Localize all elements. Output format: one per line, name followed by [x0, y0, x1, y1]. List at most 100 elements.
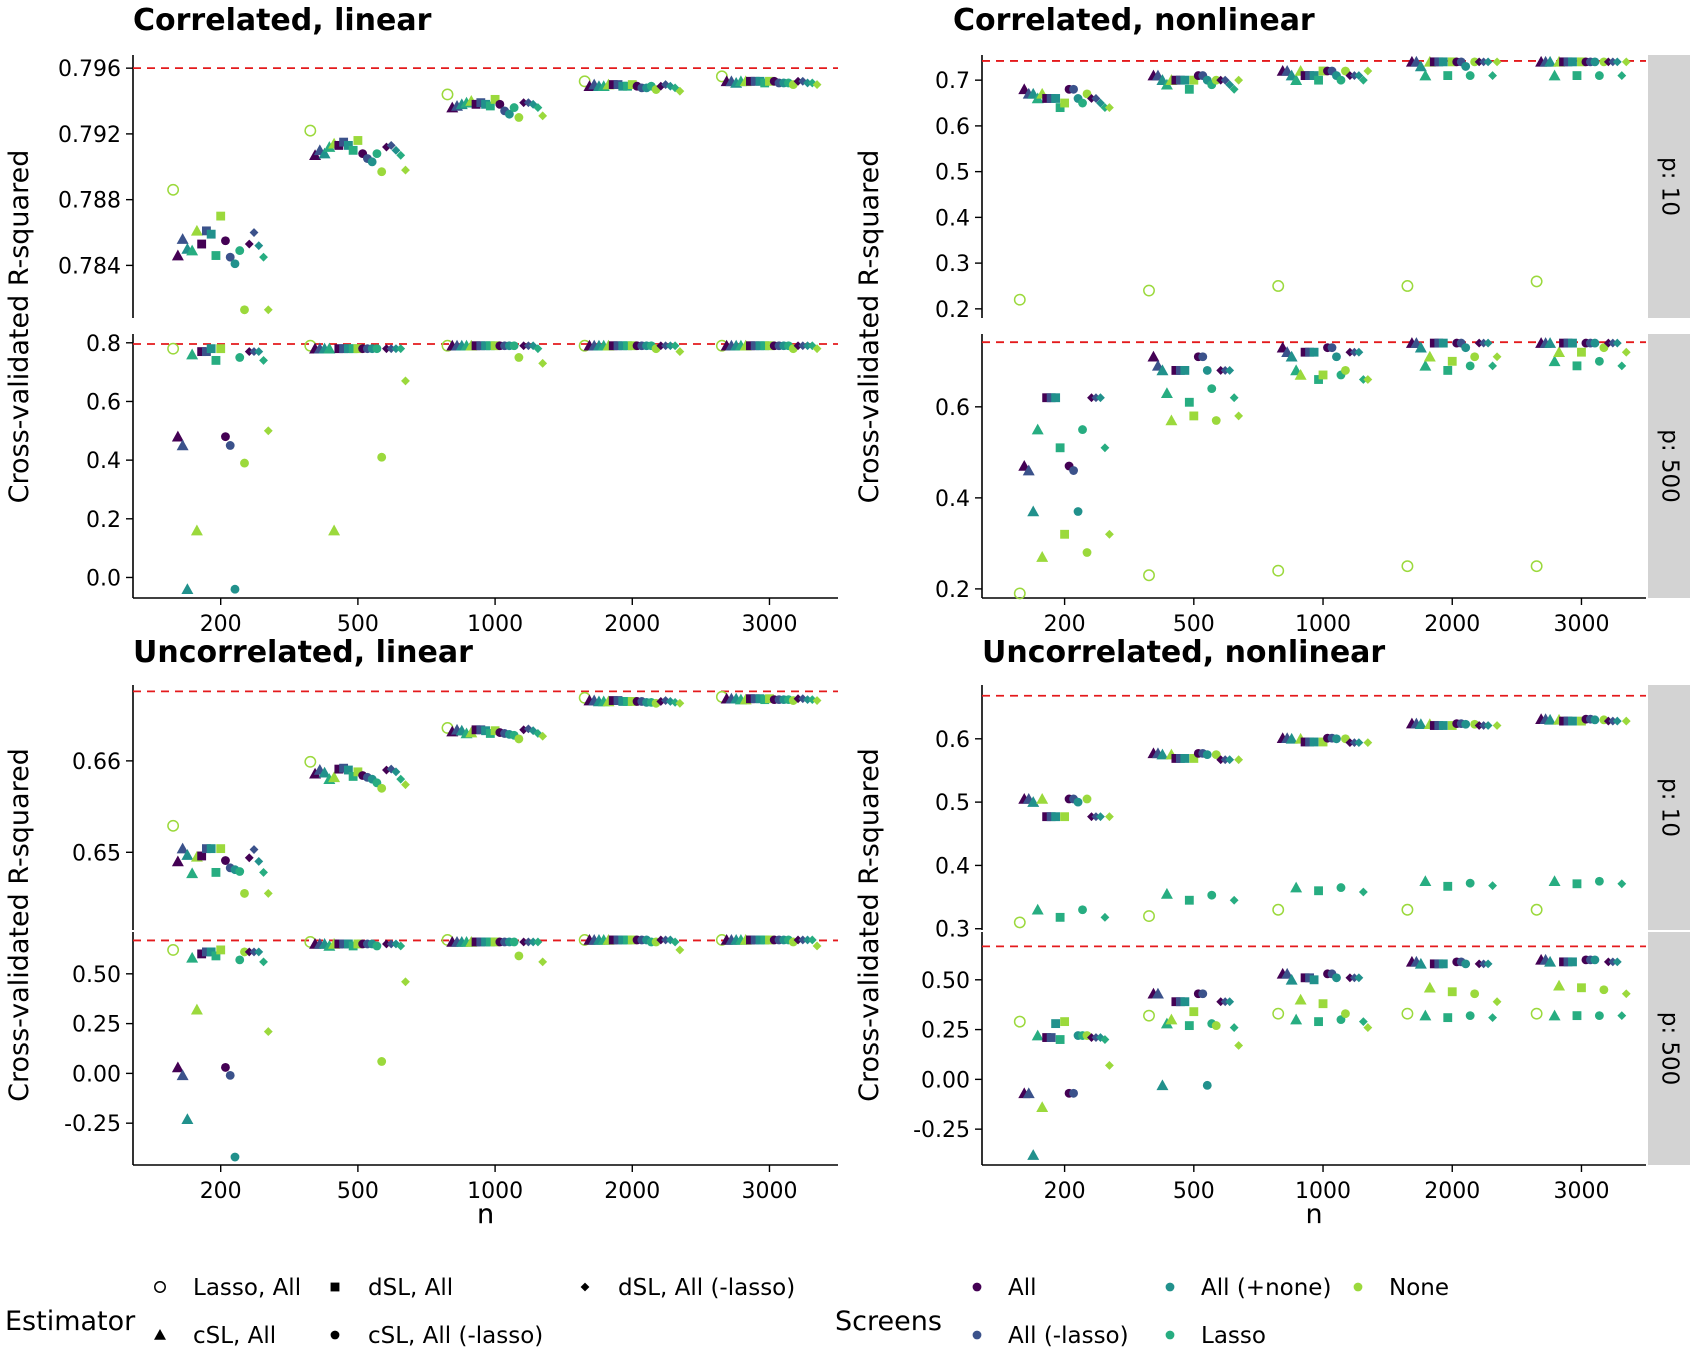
data-point: [1220, 75, 1230, 85]
data-point: [1318, 999, 1328, 1009]
y-tick-label: 0.6: [935, 115, 970, 140]
data-point: [1160, 887, 1173, 899]
data-point: [1294, 368, 1307, 380]
data-point: [339, 763, 349, 773]
data-point: [401, 780, 410, 790]
data-point: [1594, 71, 1604, 81]
data-point: [1345, 738, 1355, 748]
data-point: [334, 939, 344, 949]
data-point: [1363, 375, 1373, 384]
data-point: [1470, 352, 1480, 362]
data-point: [471, 341, 481, 351]
data-point: [1594, 1011, 1604, 1021]
data-point: [334, 140, 344, 150]
data-point: [1429, 57, 1439, 67]
data-point: [1599, 343, 1609, 353]
data-point: [1022, 1087, 1035, 1099]
data-point: [396, 941, 406, 951]
data-point: [1608, 716, 1618, 726]
data-point: [1202, 750, 1212, 760]
x-axis-title: n: [1305, 1199, 1322, 1230]
y-tick-label: 0.2: [935, 578, 970, 603]
data-point: [803, 935, 812, 945]
y-tick-label: 0.50: [921, 969, 970, 994]
data-point: [1091, 393, 1101, 403]
data-point: [514, 353, 524, 362]
data-point: [254, 947, 264, 957]
data-point: [249, 228, 259, 237]
data-point: [1156, 1079, 1169, 1091]
data-point: [675, 347, 685, 357]
data-point: [1488, 881, 1498, 891]
data-point: [490, 937, 500, 947]
data-point: [254, 347, 264, 357]
data-point: [263, 889, 273, 898]
data-point: [750, 76, 760, 86]
data-point: [235, 246, 245, 256]
data-point: [1563, 716, 1573, 726]
x-tick-label: 1000: [467, 612, 523, 637]
data-point: [1429, 721, 1439, 730]
data-point: [1354, 973, 1364, 983]
data-point: [1599, 985, 1609, 995]
data-point: [221, 432, 230, 442]
y-tick-label: 0.8: [86, 332, 121, 357]
data-point: [1608, 957, 1618, 967]
data-point: [1438, 959, 1448, 969]
data-point: [765, 76, 774, 86]
data-point: [471, 937, 481, 947]
x-tick-label: 1000: [1295, 1179, 1351, 1204]
data-point: [211, 867, 221, 877]
data-point: [186, 867, 199, 879]
data-point: [1151, 987, 1164, 999]
data-point: [1314, 886, 1323, 896]
data-point: [235, 353, 245, 362]
data-point: [1300, 973, 1310, 983]
data-point: [441, 88, 454, 101]
data-point: [202, 844, 211, 854]
data-point: [1091, 812, 1101, 822]
data-point: [1220, 997, 1230, 1007]
data-point: [485, 729, 495, 738]
data-point: [1401, 280, 1414, 292]
data-point: [1354, 71, 1364, 81]
data-point: [1345, 71, 1355, 81]
legend: Estimator Screens Lasso, All dSL, All dSL,…: [5, 1275, 1449, 1349]
x-tick-label: 200: [200, 612, 242, 637]
data-point: [1087, 94, 1096, 103]
panel-uncorrelated-nonlinear: Uncorrelated, nonlinear 0.3 0.4 0.5 0.6 p: 10…: [854, 635, 1690, 1230]
data-point: [1544, 55, 1557, 67]
data-point: [1553, 979, 1566, 991]
x-axis-title: n: [477, 1199, 494, 1230]
data-point: [803, 341, 812, 351]
data-point: [171, 1061, 184, 1073]
data-point: [249, 347, 259, 357]
data-point: [613, 80, 623, 90]
panel-title: Correlated, linear: [133, 3, 432, 38]
data-point: [1349, 347, 1359, 357]
legend-label-dsl-all-lasso: dSL, All (-lasso): [618, 1275, 795, 1301]
y-tick-label: 0.2: [935, 298, 970, 323]
y-tick-label: 0.25: [72, 1013, 121, 1038]
data-point: [1419, 359, 1432, 371]
data-point: [1594, 356, 1604, 366]
data-point: [377, 167, 387, 177]
data-point: [1022, 464, 1035, 476]
data-point: [1483, 57, 1493, 67]
y-tick-label: -0.25: [64, 1112, 121, 1137]
data-point: [318, 766, 331, 778]
data-point: [1438, 721, 1448, 730]
data-point: [1272, 1007, 1285, 1020]
data-point: [1447, 356, 1457, 366]
data-point: [613, 696, 623, 705]
data-point: [519, 937, 529, 947]
data-point: [1414, 60, 1427, 72]
facet-strip-label: p: 10: [1657, 157, 1683, 216]
data-point: [1225, 365, 1235, 375]
data-point: [509, 103, 519, 113]
data-point: [235, 867, 245, 876]
data-point: [1309, 71, 1319, 81]
data-point: [1087, 1033, 1096, 1042]
data-point: [339, 344, 349, 354]
facet-strip: [1648, 685, 1690, 930]
